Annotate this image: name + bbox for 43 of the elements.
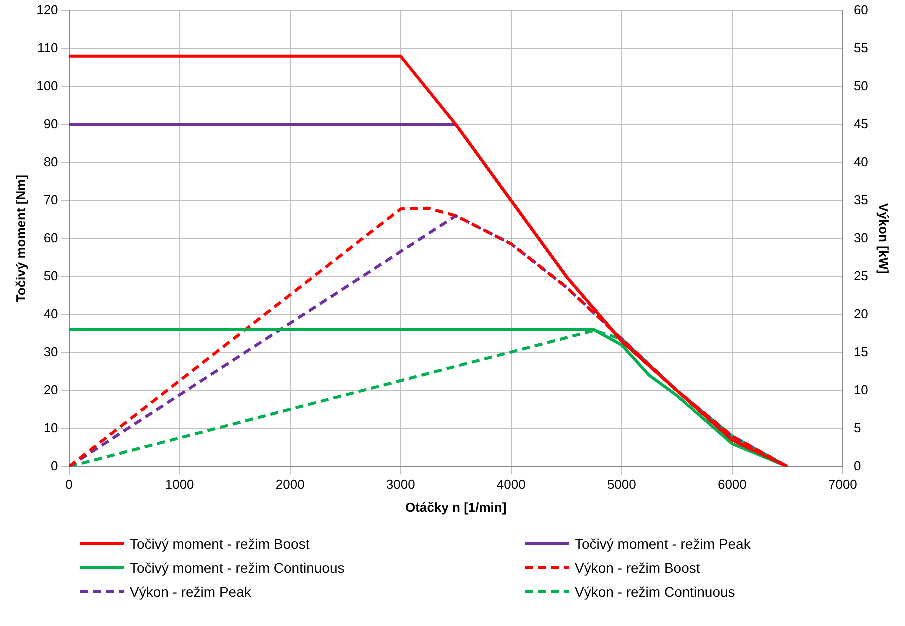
y-tick-label: 30 [44,344,58,360]
x-tick-label: 1000 [165,477,194,492]
y2-tick-label: 15 [854,344,868,360]
legend-label: Točivý moment - režim Continuous [130,560,345,576]
x-tick-label: 7000 [828,477,858,492]
y2-tick-label: 0 [854,458,862,474]
y-tick-label: 40 [44,306,58,322]
y2-tick-label: 30 [854,230,868,246]
y2-tick-label: 55 [854,40,868,56]
y2-tick-label: 5 [854,420,862,436]
y2-tick-label: 20 [854,306,868,322]
y2-tick-label: 40 [854,154,868,170]
y-tick-label: 50 [44,268,58,284]
y2-tick-label: 25 [854,268,868,284]
y-tick-label: 0 [51,458,58,474]
legend-label: Výkon - režim Peak [130,584,252,600]
legend-label: Točivý moment - režim Boost [130,536,310,552]
x-axis-title: Otáčky n [1/min] [406,500,507,515]
y2-tick-label: 60 [854,2,868,18]
y2-tick-label: 45 [854,116,868,132]
x-tick-label: 3000 [386,477,416,492]
x-tick-label: 6000 [718,477,747,492]
y-tick-label: 120 [36,2,58,18]
y-tick-label: 20 [44,382,58,398]
x-tick-label: 0 [66,477,73,492]
legend-label: Výkon - režim Continuous [575,584,736,600]
y-tick-label: 80 [44,154,58,170]
x-tick-label: 4000 [496,477,526,492]
y-tick-label: 100 [36,78,58,94]
y2-tick-label: 50 [854,78,868,94]
y-axis-title: Točivý moment [Nm] [13,174,28,303]
y-tick-label: 10 [44,420,58,436]
y-tick-label: 110 [38,40,58,56]
x-tick-label: 2000 [276,477,305,492]
y2-tick-label: 10 [854,382,868,398]
y2-axis-title: Výkon [kW] [876,203,892,274]
y2-tick-label: 35 [854,192,868,208]
y-tick-label: 90 [44,116,58,132]
legend-label: Výkon - režim Boost [575,560,700,576]
x-tick-label: 5000 [607,477,636,492]
y-tick-label: 60 [44,230,58,246]
y-tick-label: 70 [44,192,58,208]
legend-label: Točivý moment - režim Peak [575,536,751,552]
